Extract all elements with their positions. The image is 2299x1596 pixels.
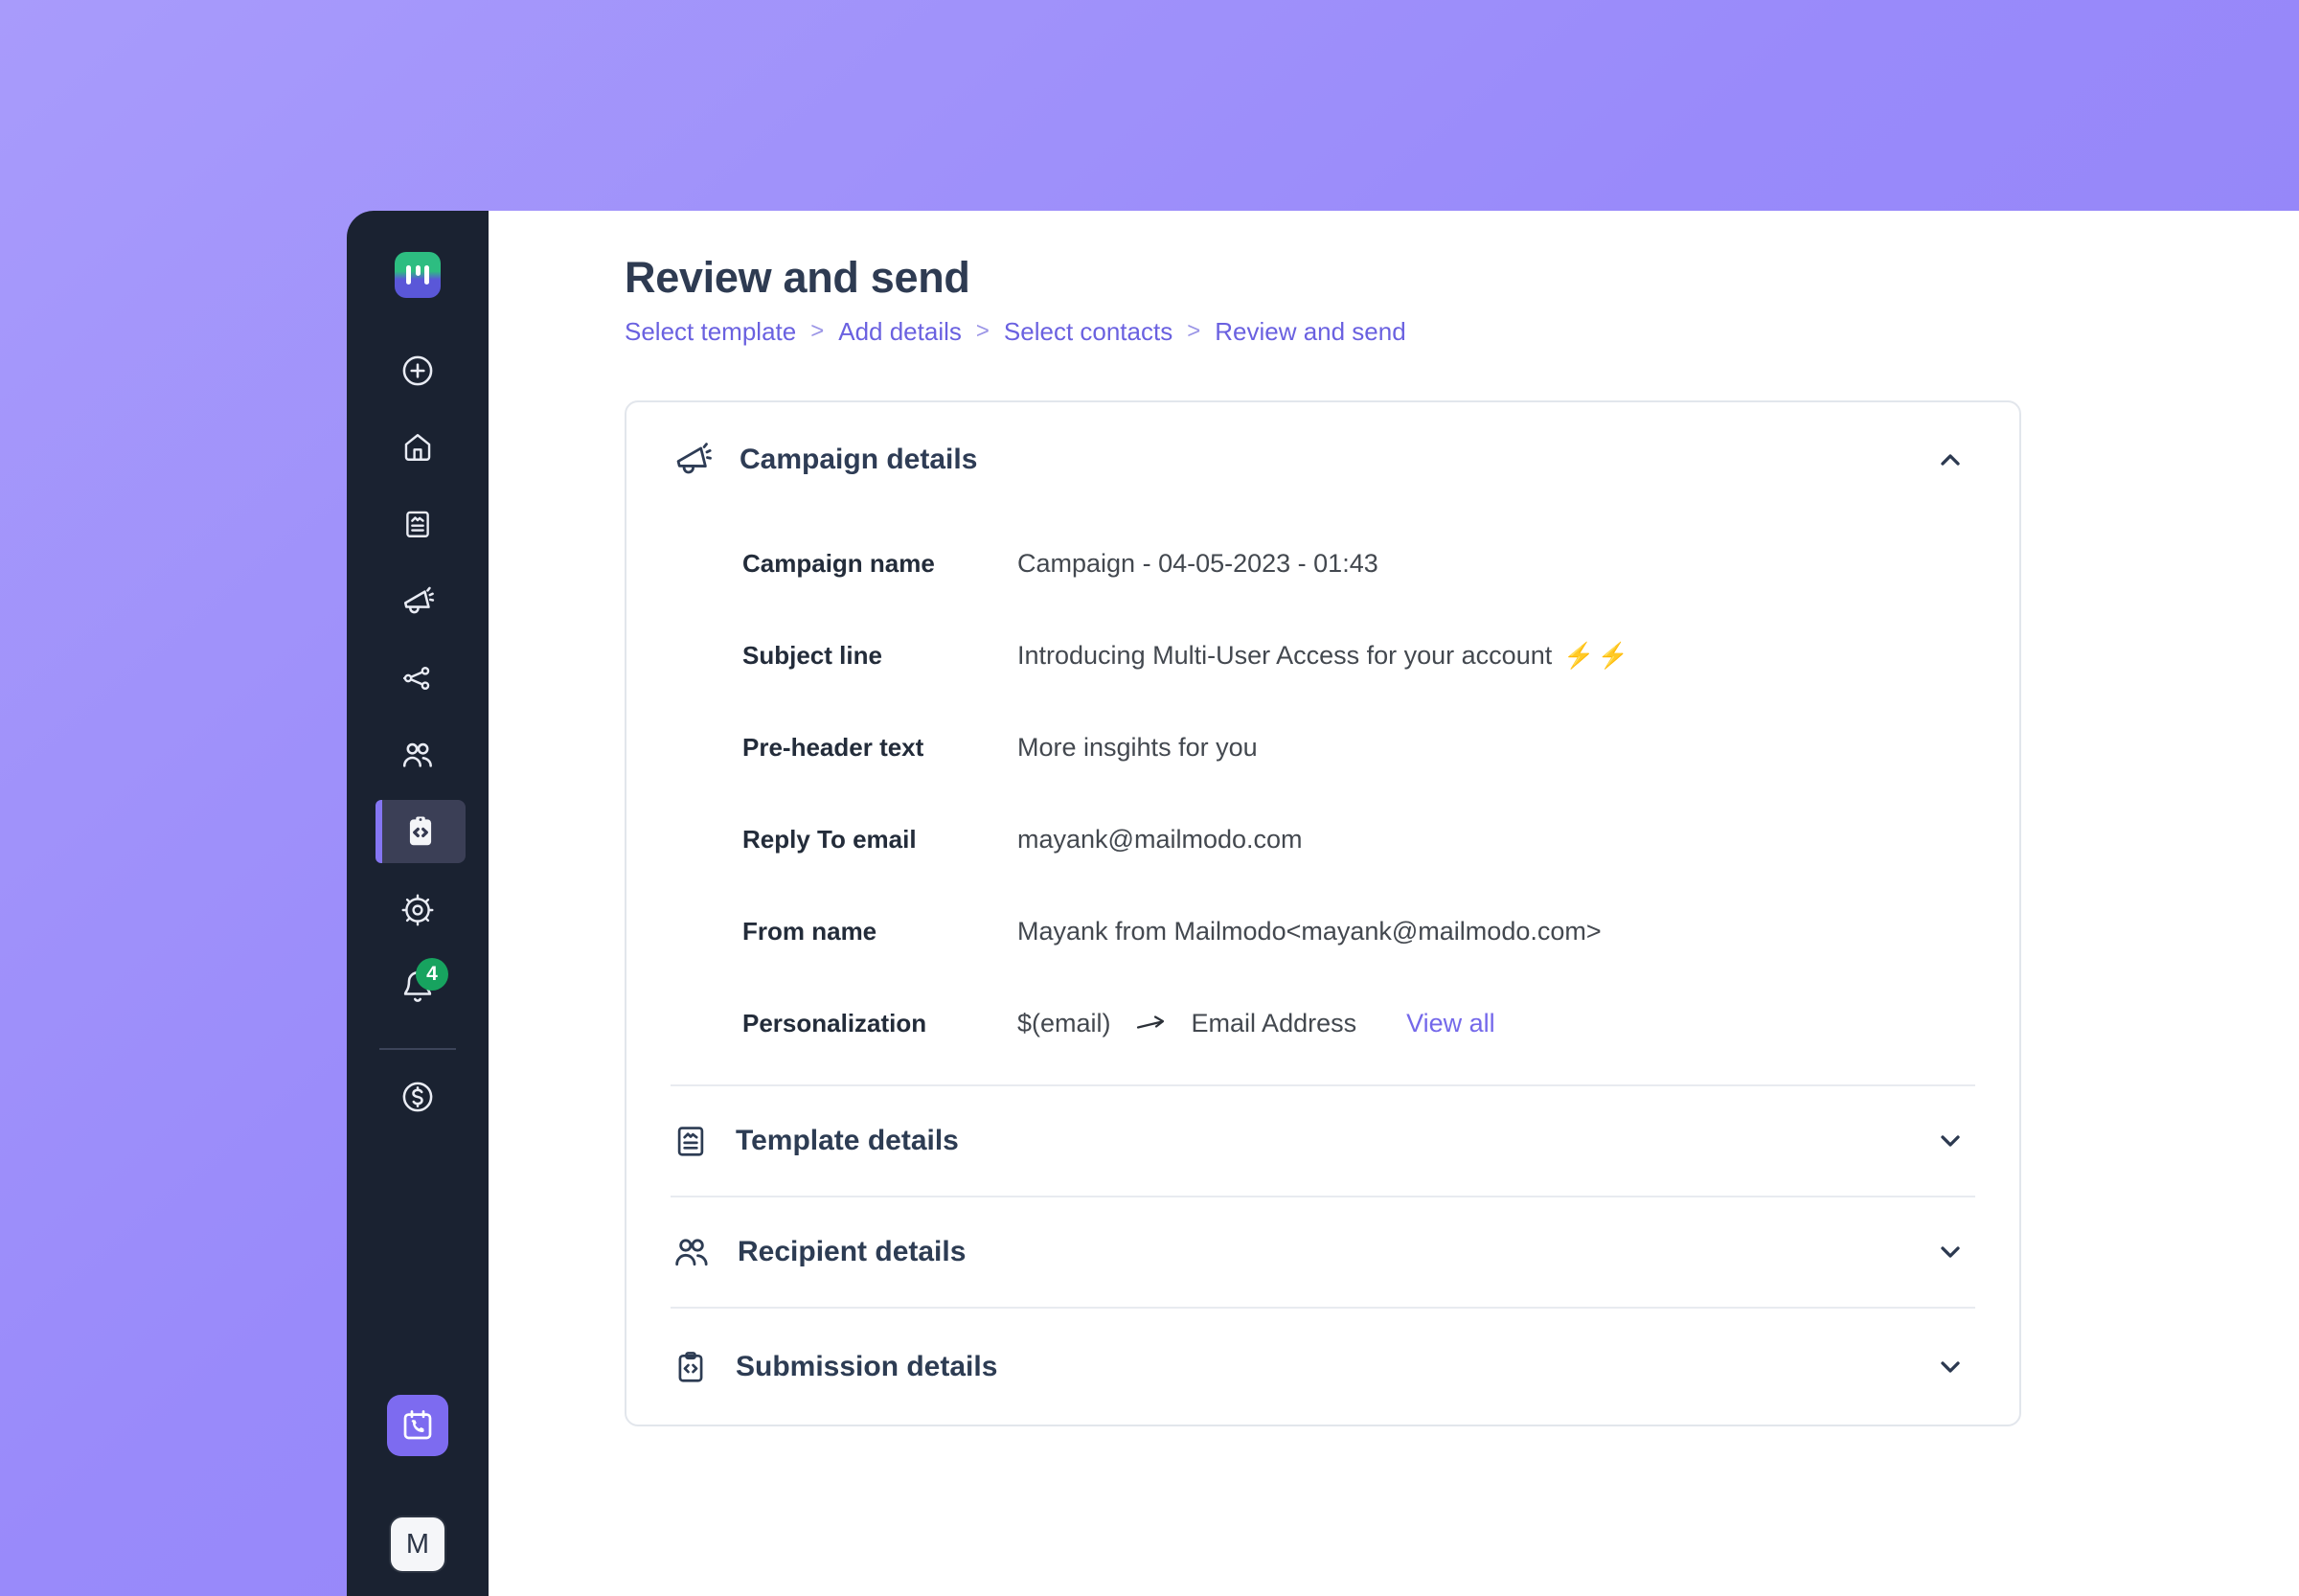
active-indicator <box>376 800 382 863</box>
breadcrumb-select-template[interactable]: Select template <box>625 317 797 346</box>
mailmodo-logo[interactable] <box>395 252 441 298</box>
chevron-right-icon: > <box>1187 318 1201 344</box>
sidebar-item-campaigns[interactable] <box>395 579 441 625</box>
sidebar-item-developer-selected[interactable] <box>376 800 466 863</box>
maps-to-arrow-icon <box>1136 1015 1164 1029</box>
field-label: Reply To email <box>742 824 917 854</box>
template-document-icon <box>406 511 429 537</box>
field-value: mayank@mailmodo.com <box>1017 824 1303 854</box>
field-row-preheader: Pre-header text More insgihts for you <box>626 701 2019 793</box>
campaign-fields: Campaign name Campaign - 04-05-2023 - 01… <box>626 517 2019 1069</box>
section-title: Campaign details <box>740 444 978 475</box>
field-row-campaign-name: Campaign name Campaign - 04-05-2023 - 01… <box>626 517 2019 609</box>
dollar-circle-icon <box>402 1082 433 1112</box>
chevron-right-icon: > <box>810 318 825 344</box>
field-value: More insgihts for you <box>1017 732 1258 762</box>
mailmodo-logo-icon <box>395 252 441 298</box>
chevron-right-icon: > <box>975 318 990 344</box>
avatar-initial: M <box>405 1528 430 1560</box>
users-icon <box>675 1239 708 1266</box>
template-details-header[interactable]: Template details <box>626 1086 2019 1196</box>
sidebar-item-create[interactable] <box>395 348 441 394</box>
sidebar-item-contacts[interactable] <box>395 732 441 778</box>
plus-circle-icon <box>402 355 433 386</box>
section-title: Template details <box>736 1125 959 1156</box>
submission-details-header[interactable]: Submission details <box>626 1309 2019 1425</box>
sidebar-item-integrations[interactable] <box>395 655 441 701</box>
clipboard-code-icon <box>409 816 432 846</box>
personalization-mapped: Email Address <box>1191 1008 1357 1037</box>
field-value: $(email) Email Address View all <box>1017 1009 1495 1038</box>
divider <box>671 1084 1975 1086</box>
sidebar-item-home[interactable] <box>395 424 441 470</box>
personalization-token: $(email) <box>1017 1008 1111 1037</box>
field-row-reply-to: Reply To email mayank@mailmodo.com <box>626 793 2019 885</box>
field-value: Campaign - 04-05-2023 - 01:43 <box>1017 548 1378 578</box>
field-label: Personalization <box>742 1008 927 1037</box>
sidebar-item-settings[interactable] <box>395 887 441 933</box>
field-label: Subject line <box>742 640 882 670</box>
field-label: Campaign name <box>742 548 935 578</box>
users-icon <box>402 742 432 767</box>
calendar-phone-icon <box>403 1410 432 1440</box>
template-document-icon <box>677 1127 704 1156</box>
field-row-subject-line: Subject line Introducing Multi-User Acce… <box>626 609 2019 701</box>
review-card: Campaign details Campaign name Campaign … <box>625 400 2021 1426</box>
section-title: Recipient details <box>738 1236 967 1267</box>
subject-text: Introducing Multi-User Access for your a… <box>1017 640 1553 670</box>
campaign-details-header[interactable]: Campaign details <box>626 402 2019 517</box>
chevron-up-icon[interactable] <box>1935 445 1966 475</box>
sidebar: 4 M <box>347 211 489 1596</box>
field-value: Mayank from Mailmodo<mayank@mailmodo.com… <box>1017 916 1602 946</box>
recipient-details-header[interactable]: Recipient details <box>626 1197 2019 1307</box>
field-label: From name <box>742 916 877 946</box>
sidebar-item-templates[interactable] <box>395 501 441 547</box>
field-row-personalization: Personalization $(email) Email Address V… <box>626 977 2019 1069</box>
divider <box>671 1307 1975 1309</box>
integrations-flow-icon <box>402 667 430 690</box>
sidebar-divider <box>379 1048 456 1050</box>
breadcrumb-add-details[interactable]: Add details <box>838 317 962 346</box>
view-all-link[interactable]: View all <box>1406 1008 1495 1037</box>
main-content: Review and send Select template > Add de… <box>489 211 2299 1596</box>
chevron-down-icon[interactable] <box>1935 1126 1966 1156</box>
field-label: Pre-header text <box>742 732 924 762</box>
gear-icon <box>401 894 434 926</box>
divider <box>671 1196 1975 1197</box>
breadcrumb: Select template > Add details > Select c… <box>625 316 2299 347</box>
breadcrumb-review-and-send[interactable]: Review and send <box>1215 317 1406 346</box>
megaphone-icon <box>403 586 435 614</box>
book-call-button[interactable] <box>387 1395 448 1456</box>
sidebar-item-notifications[interactable]: 4 <box>395 958 448 1010</box>
notification-badge: 4 <box>416 958 448 991</box>
home-icon <box>404 434 431 461</box>
page-title: Review and send <box>625 253 970 302</box>
app-window: 4 M Review and send Select template > <box>347 211 2299 1596</box>
account-avatar[interactable]: M <box>391 1517 444 1571</box>
field-row-from-name: From name Mayank from Mailmodo<mayank@ma… <box>626 885 2019 977</box>
clipboard-code-icon <box>678 1351 703 1382</box>
sidebar-item-billing[interactable] <box>395 1074 441 1120</box>
megaphone-icon <box>676 443 712 474</box>
field-value: Introducing Multi-User Access for your a… <box>1017 641 1631 671</box>
breadcrumb-select-contacts[interactable]: Select contacts <box>1003 317 1173 346</box>
lightning-emoji: ⚡⚡ <box>1563 640 1631 670</box>
chevron-down-icon[interactable] <box>1935 1237 1966 1267</box>
chevron-down-icon[interactable] <box>1935 1352 1966 1382</box>
section-title: Submission details <box>736 1350 998 1382</box>
